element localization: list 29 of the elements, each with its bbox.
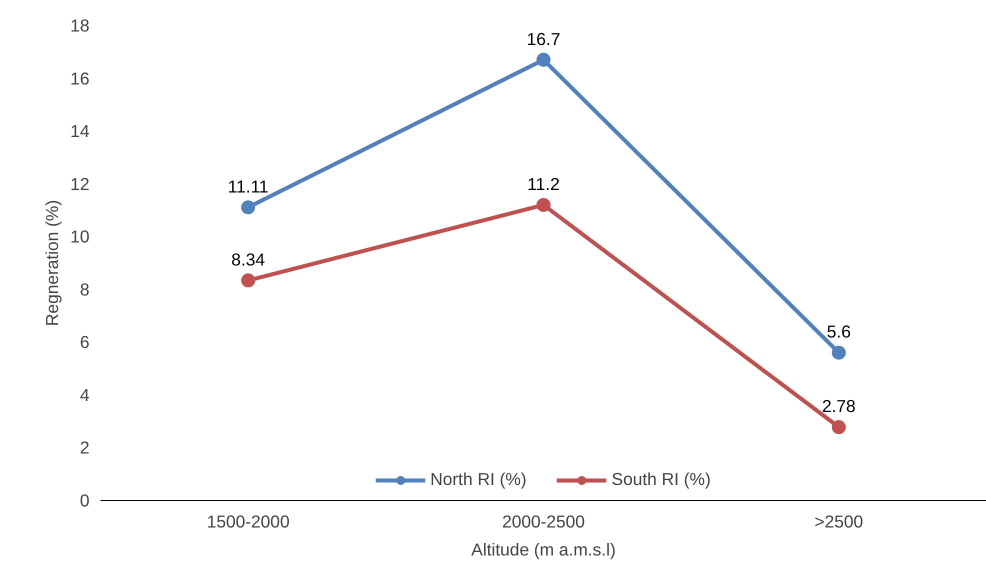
y-tick-label: 2 — [80, 438, 90, 458]
data-label: 2.78 — [822, 396, 856, 416]
point — [536, 198, 550, 212]
y-tick-label: 0 — [80, 490, 90, 510]
y-tick-label: 8 — [80, 279, 90, 300]
data-label: 11.2 — [527, 174, 560, 194]
legend-label: North RI (%) — [430, 469, 527, 490]
y-tick-label: 14 — [70, 121, 90, 142]
y-tick-label: 12 — [70, 174, 90, 194]
legend-label: South RI (%) — [612, 469, 711, 490]
x-tick-label: 2000-2500 — [502, 512, 585, 532]
y-axis-title: Regneration (%) — [42, 200, 62, 326]
x-tick-label: >2500 — [814, 512, 864, 532]
point — [241, 273, 256, 288]
data-label: 5.6 — [826, 322, 851, 342]
y-tick-label: 6 — [80, 332, 90, 352]
y-tick-label: 18 — [70, 16, 90, 36]
point — [832, 420, 846, 434]
x-axis-title: Altitude (m a.m.s.l) — [471, 540, 616, 560]
point — [241, 200, 256, 214]
x-tick-label: 1500-2000 — [206, 512, 290, 532]
data-label: 16.7 — [526, 28, 560, 49]
y-tick-label: 10 — [70, 226, 90, 247]
y-tick-label: 16 — [70, 68, 90, 88]
y-tick-label: 4 — [80, 384, 90, 405]
data-label: 8.34 — [231, 249, 266, 270]
point — [536, 52, 550, 67]
point — [832, 346, 846, 360]
data-label: 11.11 — [228, 176, 269, 196]
